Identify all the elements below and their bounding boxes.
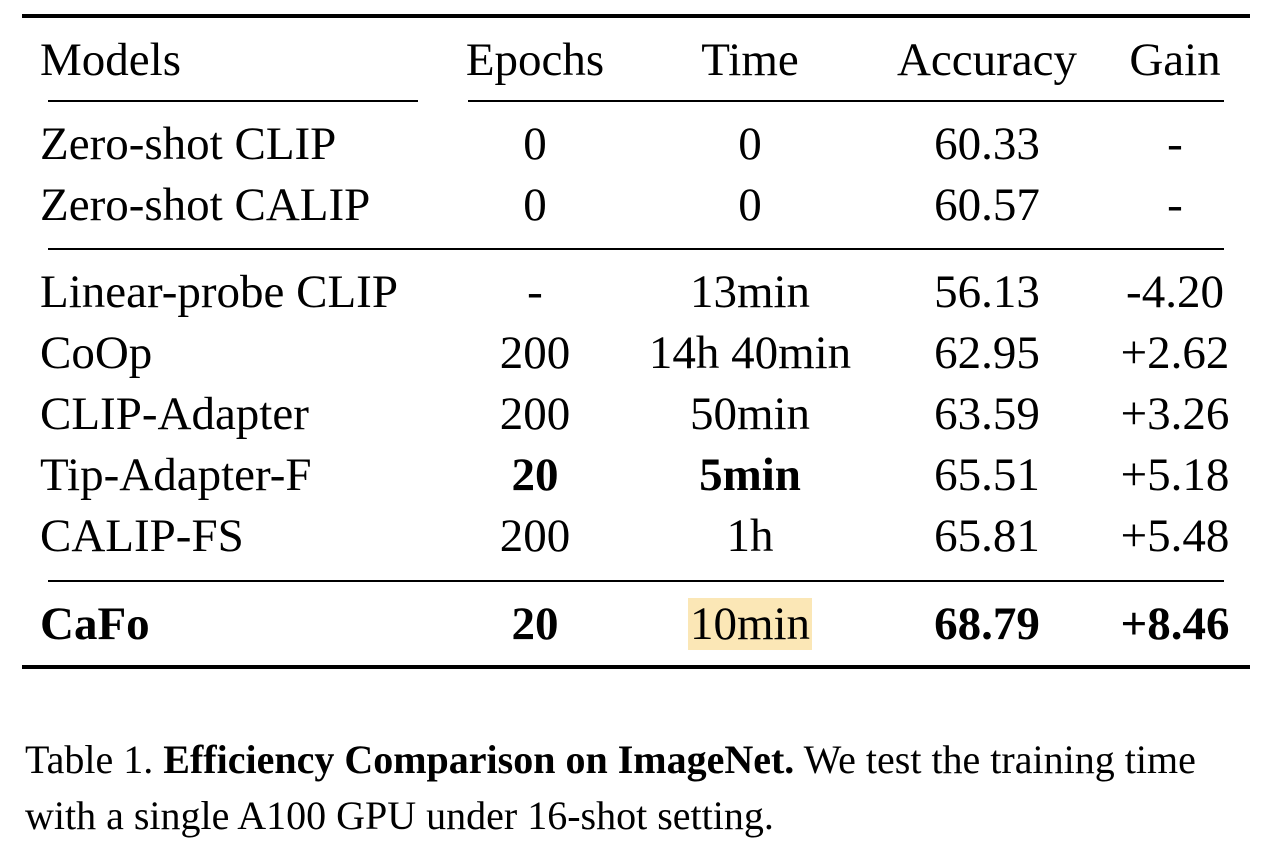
table-caption: Table 1. Efficiency Comparison on ImageN… xyxy=(25,732,1255,844)
table-row: CALIP-FS 200 1h 65.81 +5.48 xyxy=(0,506,1278,566)
gain-cell: +8.46 xyxy=(1120,598,1230,650)
accuracy-cell: 60.33 xyxy=(934,118,1040,170)
time-cell: 0 xyxy=(738,118,762,170)
time-cell: 14h 40min xyxy=(648,327,852,379)
gain-cell: +5.48 xyxy=(1120,510,1230,562)
model-cell: CaFo xyxy=(40,598,150,650)
epochs-cell: 200 xyxy=(499,510,571,562)
table-row: Tip-Adapter-F 20 5min 65.51 +5.18 xyxy=(0,445,1278,505)
table-row: Zero-shot CALIP 0 0 60.57 - xyxy=(0,175,1278,235)
time-cell: 13min xyxy=(689,266,811,318)
epochs-cell: 20 xyxy=(511,449,559,501)
model-cell: CALIP-FS xyxy=(40,510,244,562)
caption-text: We test the training time with a single … xyxy=(25,737,1196,838)
accuracy-cell: 56.13 xyxy=(934,266,1040,318)
table-row: CoOp 200 14h 40min 62.95 +2.62 xyxy=(0,323,1278,383)
epochs-cell: 200 xyxy=(499,327,571,379)
model-cell: Linear-probe CLIP xyxy=(40,266,398,318)
table-row: CLIP-Adapter 200 50min 63.59 +3.26 xyxy=(0,384,1278,444)
gain-cell: - xyxy=(1167,118,1183,170)
gain-cell: +5.18 xyxy=(1120,449,1230,501)
epochs-cell: 200 xyxy=(499,388,571,440)
epochs-cell: - xyxy=(527,266,543,318)
caption-title: Efficiency Comparison on ImageNet. xyxy=(163,737,795,782)
header-epochs: Epochs xyxy=(465,34,605,86)
gain-cell: -4.20 xyxy=(1126,266,1224,318)
table-row-highlighted: CaFo 20 10min 68.79 +8.46 xyxy=(0,594,1278,654)
time-cell: 5min xyxy=(699,449,801,501)
gain-cell: - xyxy=(1167,179,1183,231)
time-cell: 50min xyxy=(689,388,811,440)
epochs-cell: 20 xyxy=(511,598,559,650)
header-row: Models Epochs Time Accuracy Gain xyxy=(0,30,1278,90)
accuracy-cell: 65.51 xyxy=(934,449,1040,501)
epochs-cell: 0 xyxy=(523,118,547,170)
time-cell: 0 xyxy=(738,179,762,231)
time-cell: 1h xyxy=(726,510,774,562)
accuracy-cell: 68.79 xyxy=(934,598,1040,650)
model-cell: Tip-Adapter-F xyxy=(40,449,312,501)
table-row: Zero-shot CLIP 0 0 60.33 - xyxy=(0,114,1278,174)
header-cmidrule-right xyxy=(468,100,1224,102)
caption-label: Table 1. xyxy=(25,737,164,782)
accuracy-cell: 65.81 xyxy=(934,510,1040,562)
final-midrule xyxy=(48,580,1224,582)
header-time: Time xyxy=(701,34,799,86)
accuracy-cell: 60.57 xyxy=(934,179,1040,231)
model-cell: CLIP-Adapter xyxy=(40,388,309,440)
header-gain: Gain xyxy=(1129,34,1221,86)
highlighted-time: 10min xyxy=(687,598,813,650)
header-models: Models xyxy=(40,34,181,86)
bottom-rule xyxy=(22,665,1250,669)
group-midrule xyxy=(48,248,1224,250)
accuracy-cell: 63.59 xyxy=(934,388,1040,440)
header-cmidrule-left xyxy=(48,100,418,102)
epochs-cell: 0 xyxy=(523,179,547,231)
accuracy-cell: 62.95 xyxy=(934,327,1040,379)
header-accuracy: Accuracy xyxy=(896,34,1078,86)
model-cell: CoOp xyxy=(40,327,153,379)
model-cell: Zero-shot CLIP xyxy=(40,118,337,170)
gain-cell: +3.26 xyxy=(1120,388,1230,440)
time-cell: 10min xyxy=(630,594,870,654)
table-row: Linear-probe CLIP - 13min 56.13 -4.20 xyxy=(0,262,1278,322)
gain-cell: +2.62 xyxy=(1120,327,1230,379)
model-cell: Zero-shot CALIP xyxy=(40,179,371,231)
top-rule xyxy=(22,14,1250,18)
